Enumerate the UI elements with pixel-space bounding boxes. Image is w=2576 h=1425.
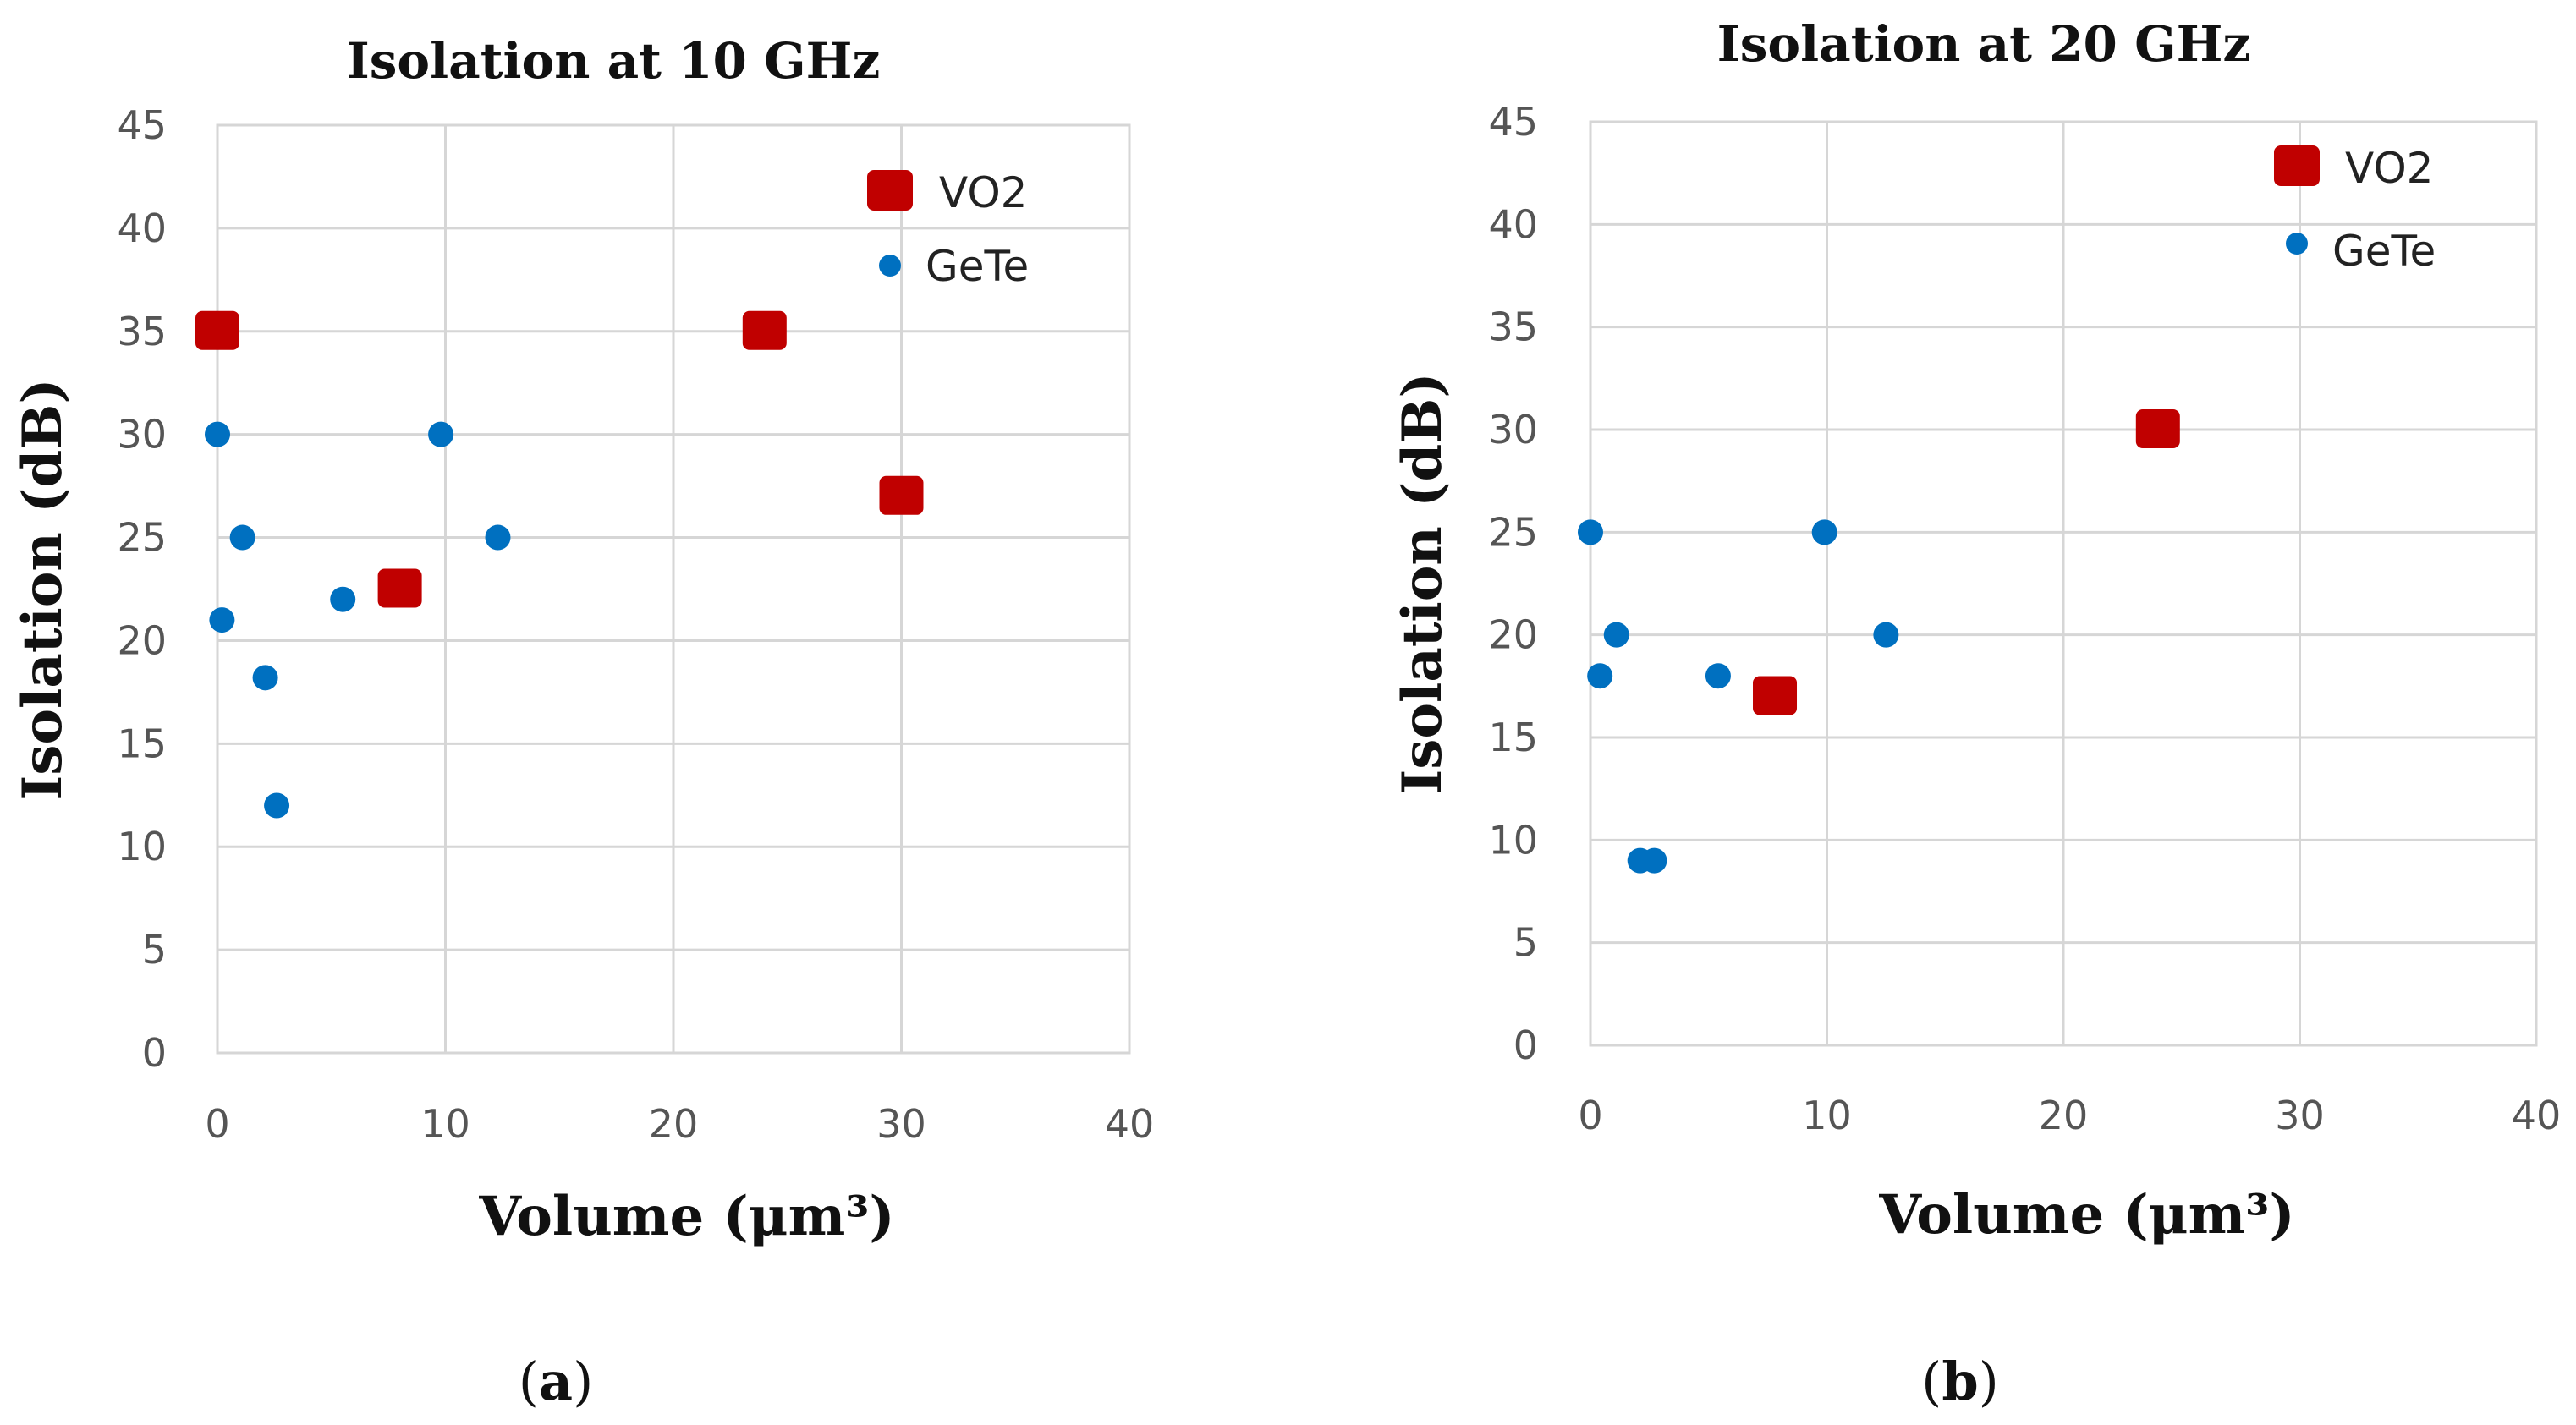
chart-a-x-axis-title: Volume (μm³) <box>478 1185 894 1248</box>
legend-a-vo2-label: VO2 <box>939 168 1028 217</box>
chart-a-point-gete <box>428 421 454 447</box>
chart-b-point-vo2 <box>1753 676 1798 715</box>
chart-b-title: Isolation at 20 GHz <box>1717 15 2251 73</box>
legend-a-gete-marker <box>879 255 901 277</box>
chart-a-plot-area <box>216 123 1131 1055</box>
chart-b-point-gete <box>1705 663 1731 689</box>
chart-b-y-tick-label: 35 <box>1488 304 1538 350</box>
chart-b-y-tick-label: 10 <box>1488 817 1538 863</box>
chart-b-y-tick-label: 25 <box>1488 509 1538 555</box>
chart-a-x-tick-label: 40 <box>1105 1101 1155 1147</box>
chart-b-legend: VO2 GeTe <box>2274 144 2436 276</box>
chart-a-y-tick-label: 15 <box>117 721 167 766</box>
chart-b-plot-area <box>1589 120 2538 1047</box>
chart-a-point-gete <box>264 792 290 819</box>
chart-b-y-tick-label: 0 <box>1513 1022 1538 1068</box>
legend-b-vo2-label: VO2 <box>2345 144 2434 193</box>
legend-a-gete-label: GeTe <box>925 242 1029 291</box>
chart-b-point-vo2 <box>2135 409 2180 448</box>
chart-a-point-gete <box>252 665 278 691</box>
panel-label-a: (a) <box>519 1351 594 1412</box>
chart-a-y-axis-title: Isolation (dB) <box>11 378 74 800</box>
chart-b-y-axis-title: Isolation (dB) <box>1391 372 1454 794</box>
chart-b-point-gete <box>1603 622 1629 648</box>
chart-b-x-axis-title: Volume (μm³) <box>1878 1183 2294 1247</box>
chart-a-title: Isolation at 10 GHz <box>347 32 881 90</box>
chart-b-x-tick-label: 0 <box>1578 1093 1602 1138</box>
chart-a-point-gete <box>205 421 230 447</box>
chart-b-point-gete <box>1641 847 1667 874</box>
chart-a-x-tick-label: 0 <box>205 1101 229 1147</box>
panel-label-b-letter: b <box>1942 1351 1978 1412</box>
chart-b-point-gete <box>1811 519 1837 545</box>
panel-label-b: (b) <box>1921 1351 1999 1412</box>
chart-a-x-tick-label: 30 <box>876 1101 926 1147</box>
chart-b-x-tick-label: 20 <box>2039 1093 2089 1138</box>
chart-b-y-tick-label: 45 <box>1488 99 1538 145</box>
chart-b-point-gete <box>1873 622 1899 648</box>
chart-b-y-tick-label: 40 <box>1488 201 1538 247</box>
chart-b-x-tick-label: 40 <box>2512 1093 2562 1138</box>
chart-a-y-tick-label: 10 <box>117 824 167 869</box>
chart-a-y-tick-label: 20 <box>117 617 167 663</box>
chart-a-point-gete <box>330 586 356 612</box>
legend-a-vo2-marker <box>867 170 913 211</box>
chart-b-point-gete <box>1587 663 1613 689</box>
chart-a-x-ticks: 0 10 20 30 40 <box>205 1101 1154 1147</box>
chart-a-point-vo2 <box>879 475 924 515</box>
chart-b-y-tick-label: 30 <box>1488 407 1538 452</box>
legend-b-gete-marker <box>2286 233 2308 255</box>
chart-a-point-gete <box>209 607 235 633</box>
chart-b-y-tick-label: 20 <box>1488 612 1538 658</box>
chart-a-points <box>195 310 924 819</box>
chart-a-x-tick-label: 20 <box>649 1101 699 1147</box>
chart-a-y-tick-label: 25 <box>117 515 167 561</box>
chart-a-y-ticks: 0 5 10 15 20 25 30 35 40 45 <box>117 102 167 1076</box>
panel-label-a-letter: a <box>539 1351 573 1412</box>
chart-a-y-tick-label: 0 <box>142 1030 167 1076</box>
chart-a-legend: VO2 GeTe <box>867 168 1029 291</box>
chart-a-y-tick-label: 5 <box>142 927 167 973</box>
legend-b-vo2-marker <box>2274 145 2320 186</box>
chart-b-y-ticks: 0 5 10 15 20 25 30 35 40 45 <box>1488 99 1538 1068</box>
chart-a-point-gete <box>485 524 511 551</box>
legend-b-gete-label: GeTe <box>2332 227 2436 276</box>
chart-b-y-tick-label: 5 <box>1513 920 1538 966</box>
chart-b-y-tick-label: 15 <box>1488 715 1538 760</box>
chart-a-x-tick-label: 10 <box>420 1101 470 1147</box>
chart-b-x-tick-label: 10 <box>1802 1093 1852 1138</box>
chart-b-points <box>1578 409 2180 874</box>
chart-a-point-vo2 <box>195 310 239 350</box>
chart-a-y-tick-label: 35 <box>117 309 167 354</box>
chart-b: Isolation at 20 GHz 0 5 10 15 20 25 30 35 40 45 0… <box>1391 15 2561 1412</box>
chart-b-x-ticks: 0 10 20 30 40 <box>1578 1093 2561 1138</box>
chart-a-point-vo2 <box>742 310 787 350</box>
chart-b-point-gete <box>1578 519 1603 545</box>
chart-a-y-tick-label: 40 <box>117 206 167 251</box>
chart-b-x-tick-label: 30 <box>2275 1093 2325 1138</box>
chart-a-y-tick-label: 30 <box>117 412 167 458</box>
chart-a-y-tick-label: 45 <box>117 102 167 148</box>
chart-a-point-vo2 <box>377 568 422 608</box>
chart-a-point-gete <box>229 524 255 551</box>
chart-a: Isolation at 10 GHz 0 5 10 15 20 25 30 35 40 45 0… <box>11 32 1154 1412</box>
